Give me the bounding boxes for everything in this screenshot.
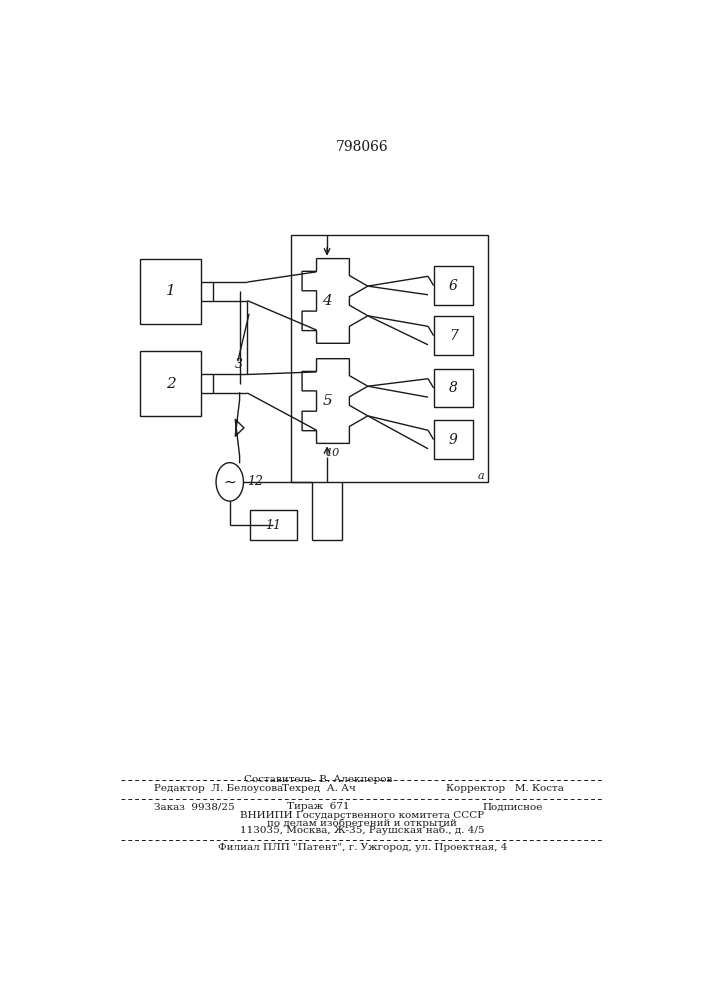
Text: по делам изобретений и открытий: по делам изобретений и открытий bbox=[267, 818, 457, 828]
Bar bbox=[141, 259, 201, 324]
Text: Тираж  671: Тираж 671 bbox=[287, 802, 350, 811]
Text: 8: 8 bbox=[449, 381, 457, 395]
Text: Редактор  Л. Белоусова: Редактор Л. Белоусова bbox=[154, 784, 284, 793]
Text: Составитель  В. Алекперов: Составитель В. Алекперов bbox=[245, 775, 392, 784]
Bar bbox=[250, 510, 297, 540]
Bar bbox=[433, 266, 473, 305]
Circle shape bbox=[216, 463, 243, 501]
Text: a: a bbox=[477, 471, 484, 481]
Text: Корректор   М. Коста: Корректор М. Коста bbox=[446, 784, 563, 793]
Text: 10: 10 bbox=[325, 448, 339, 458]
Text: 1: 1 bbox=[165, 284, 175, 298]
Bar bbox=[433, 316, 473, 355]
Text: 113035, Москва, Ж-35, Раушская наб., д. 4/5: 113035, Москва, Ж-35, Раушская наб., д. … bbox=[240, 826, 484, 835]
Polygon shape bbox=[302, 259, 368, 343]
Text: ~: ~ bbox=[223, 474, 236, 489]
Bar bbox=[433, 420, 473, 459]
Text: 12: 12 bbox=[247, 475, 263, 488]
Text: 798066: 798066 bbox=[336, 140, 389, 154]
Bar bbox=[433, 369, 473, 407]
Text: 7: 7 bbox=[449, 329, 457, 343]
Text: 5: 5 bbox=[322, 394, 332, 408]
Text: Техред  А. Ач: Техред А. Ач bbox=[281, 784, 356, 793]
Bar bbox=[141, 351, 201, 416]
Text: ВНИИПИ Государственного комитета СССР: ВНИИПИ Государственного комитета СССР bbox=[240, 811, 484, 820]
Bar bbox=[291, 235, 489, 482]
Text: Подписное: Подписное bbox=[483, 802, 543, 811]
Text: 11: 11 bbox=[265, 519, 281, 532]
Text: 3: 3 bbox=[235, 358, 243, 371]
Text: Заказ  9938/25: Заказ 9938/25 bbox=[154, 802, 235, 811]
Polygon shape bbox=[302, 359, 368, 443]
Text: Филиал ПЛП "Патент", г. Ужгород, ул. Проектная, 4: Филиал ПЛП "Патент", г. Ужгород, ул. Про… bbox=[218, 843, 507, 852]
Text: 9: 9 bbox=[449, 433, 457, 447]
Text: 4: 4 bbox=[322, 294, 332, 308]
Text: 6: 6 bbox=[449, 279, 457, 293]
Text: 2: 2 bbox=[165, 377, 175, 391]
